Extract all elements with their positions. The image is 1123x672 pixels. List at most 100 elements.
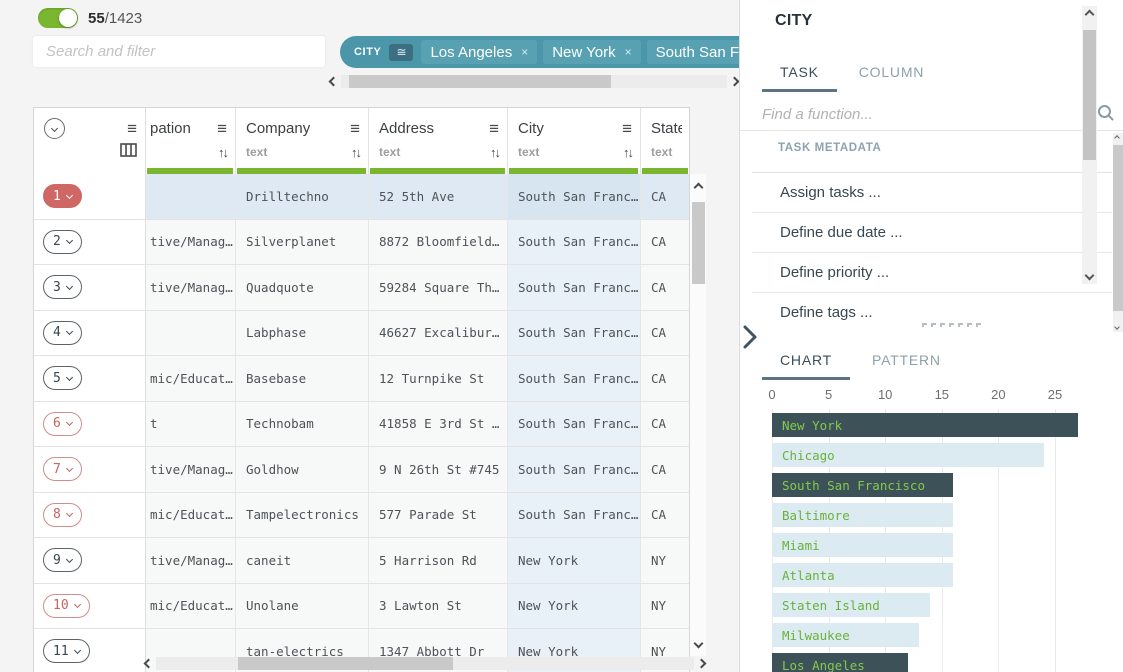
table-cell[interactable]: CA [641,220,689,265]
chart-bar[interactable]: Staten Island [772,593,931,617]
row-selector-pill[interactable]: 9 [43,548,82,573]
column-header-City[interactable]: City ≡ text ↑↓ [508,108,641,174]
table-cell[interactable]: New York [508,538,641,583]
filter-chip[interactable]: South San Fr× [646,40,739,64]
sort-icon[interactable]: ↑↓ [218,144,229,160]
table-cell[interactable]: CA [641,356,689,401]
column-view-icon[interactable] [120,142,137,162]
table-cell[interactable]: mic/Educat… [146,583,236,628]
chart-bar[interactable]: Milwaukee [772,623,920,647]
table-cell[interactable]: South San Franc… [508,265,641,310]
table-cell[interactable]: tive/Manag… [146,447,236,492]
row-selector-pill[interactable]: 4 [43,320,82,345]
scrollbar-track[interactable] [341,75,727,88]
table-cell[interactable]: 5 Harrison Rd [369,538,508,583]
top-horizontal-scrollbar[interactable] [328,74,739,89]
scroll-left-icon[interactable] [328,76,339,87]
column-menu-icon[interactable]: ≡ [489,118,499,138]
task-menu-item[interactable]: Assign tasks ... [752,173,1112,213]
tab-pattern[interactable]: PATTERN [871,352,941,368]
table-cell[interactable]: t [146,401,236,446]
table-cell[interactable]: Labphase [236,310,369,355]
search-input[interactable] [33,36,325,67]
column-header-pation[interactable]: pation ≡ ↑↓ [146,108,236,174]
task-menu-item[interactable]: Define due date ... [752,213,1112,253]
row-selector-pill[interactable]: 8 [43,502,82,527]
chart-bar[interactable]: Chicago [772,443,1044,467]
sort-icon[interactable]: ↑↓ [623,144,634,160]
filter-operator-badge[interactable]: ≅ [389,43,414,61]
table-cell[interactable]: tan-electrics [236,629,369,672]
row-selector-pill[interactable]: 11 [43,639,90,664]
table-cell[interactable]: 9 N 26th St #745 [369,447,508,492]
tab-chart[interactable]: CHART [762,346,850,380]
table-cell[interactable]: Technobam [236,401,369,446]
table-cell[interactable]: caneit [236,538,369,583]
column-header-Company[interactable]: Company ≡ text ↑↓ [236,108,369,174]
column-header-State[interactable]: State text [641,108,689,174]
table-cell[interactable]: tive/Manag… [146,265,236,310]
chart-scrollbar[interactable] [1082,6,1097,284]
table-cell[interactable]: 41858 E 3rd St … [369,401,508,446]
table-cell[interactable]: CA [641,447,689,492]
table-cell[interactable]: tive/Manag… [146,219,236,264]
task-menu-item[interactable]: Define tags ... [752,293,1112,332]
scroll-down-icon[interactable] [693,630,703,656]
table-cell[interactable]: Silverplanet [236,219,369,264]
panel-scrollbar[interactable] [1113,133,1123,332]
table-cell[interactable]: South San Franc… [508,356,641,401]
column-menu-icon[interactable]: ≡ [622,118,632,138]
table-cell[interactable]: mic/Educat… [146,356,236,401]
task-menu-item[interactable]: Define priority ... [752,253,1112,293]
chart-bar[interactable]: New York [772,413,1078,437]
row-selector-pill[interactable]: 10 [43,593,90,618]
scrollbar-thumb[interactable] [691,202,705,284]
filter-chip[interactable]: Los Angeles × [421,40,538,64]
row-selector-pill[interactable]: 1 [43,184,82,209]
table-cell[interactable] [146,629,236,672]
scroll-up-icon[interactable] [1114,135,1120,141]
sort-icon[interactable]: ↑↓ [490,144,501,160]
table-cell[interactable] [146,310,236,355]
row-selector-pill[interactable]: 3 [43,275,82,300]
table-cell[interactable]: Basebase [236,356,369,401]
table-cell[interactable]: NY [641,584,689,629]
table-cell[interactable]: New York [508,583,641,628]
table-cell[interactable] [146,174,236,219]
chart-bar[interactable]: Los Angeles [772,653,908,672]
scrollbar-thumb[interactable] [1083,30,1096,160]
row-selector-pill[interactable]: 5 [43,366,82,391]
table-cell[interactable]: 1347 Abbott Dr [369,629,508,672]
table-cell[interactable]: CA [641,174,689,219]
row-selector-pill[interactable]: 7 [43,457,82,482]
table-cell[interactable]: South San Franc… [508,447,641,492]
column-header-Address[interactable]: Address ≡ text ↑↓ [369,108,508,174]
table-cell[interactable]: 59284 Square Th… [369,265,508,310]
chart-bar[interactable]: Baltimore [772,503,954,527]
scroll-right-icon[interactable] [696,658,707,668]
table-cell[interactable]: CA [641,402,689,447]
sort-icon[interactable]: ↑↓ [351,144,362,160]
table-cell[interactable]: tive/Manag… [146,538,236,583]
quality-bar[interactable] [237,168,366,174]
scroll-down-icon[interactable] [1084,270,1095,281]
table-cell[interactable]: Tampelectronics [236,492,369,537]
search-icon[interactable] [1097,104,1115,127]
table-cell[interactable]: Quadquote [236,265,369,310]
table-cell[interactable]: 8872 Bloomfield… [369,219,508,264]
quality-bar[interactable] [642,168,688,174]
quality-bar[interactable] [370,168,505,174]
table-cell[interactable]: Drilltechno [236,174,369,219]
table-cell[interactable]: Goldhow [236,447,369,492]
function-search-input[interactable] [762,102,1092,126]
chart-bar[interactable]: Miami [772,533,954,557]
scrollbar-track[interactable] [691,200,705,630]
chart-bar[interactable]: South San Francisco [772,473,954,497]
row-selector-pill[interactable]: 6 [43,411,82,436]
chip-remove-icon[interactable]: × [624,45,632,59]
table-menu-icon[interactable]: ≡ [127,118,137,138]
table-cell[interactable]: CA [641,493,689,538]
column-menu-icon[interactable]: ≡ [350,118,360,138]
table-cell[interactable]: South San Franc… [508,174,641,219]
select-all-dropdown[interactable] [44,117,65,139]
